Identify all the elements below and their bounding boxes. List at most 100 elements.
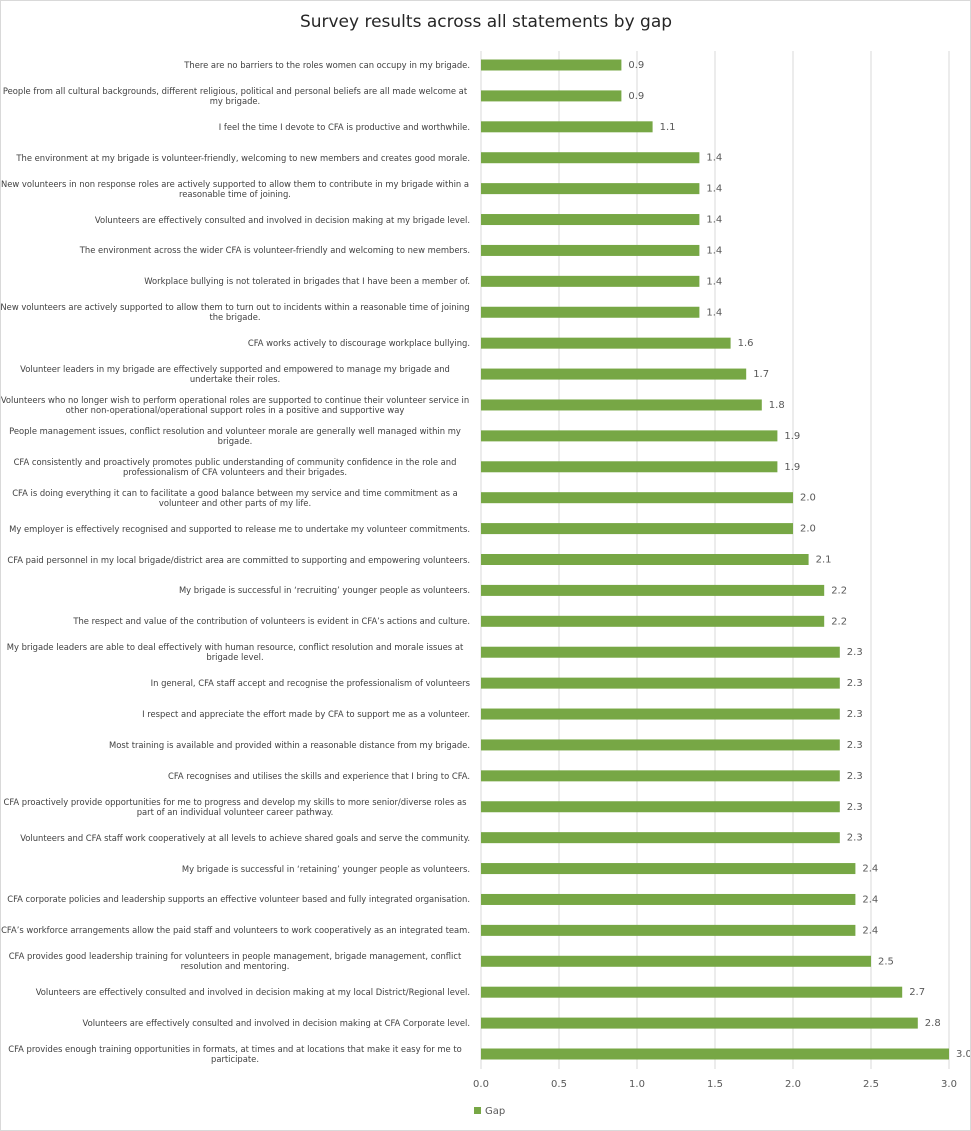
bar bbox=[481, 646, 840, 658]
y-tick-label: The environment at my brigade is volunte… bbox=[16, 152, 470, 163]
x-tick-label: 2.0 bbox=[785, 1079, 801, 1090]
value-label: 2.3 bbox=[847, 709, 863, 720]
y-tick-label-box: Volunteers are effectively consulted and… bbox=[1, 215, 470, 225]
bar bbox=[481, 739, 840, 751]
bar bbox=[481, 430, 778, 442]
y-tick-label: Volunteers are effectively consulted and… bbox=[82, 1018, 470, 1029]
y-tick-label-box: Workplace bullying is not tolerated in b… bbox=[1, 276, 470, 287]
value-label: 2.2 bbox=[831, 585, 847, 596]
y-tick-label: People from all cultural backgrounds, di… bbox=[2, 85, 468, 106]
bar bbox=[481, 306, 700, 318]
y-tick-label-box: People from all cultural backgrounds, di… bbox=[1, 85, 470, 106]
y-tick-label: People management issues, conflict resol… bbox=[9, 425, 461, 446]
value-label: 0.9 bbox=[628, 60, 644, 71]
value-label: 2.3 bbox=[847, 771, 863, 782]
y-tick-label-box: CFA corporate policies and leadership su… bbox=[1, 894, 470, 905]
bar bbox=[481, 90, 622, 102]
y-tick-label-box: I feel the time I devote to CFA is produ… bbox=[1, 121, 470, 132]
x-tick-label: 1.0 bbox=[629, 1079, 645, 1090]
chart-title: Survey results across all statements by … bbox=[300, 12, 672, 32]
y-tick-label-box: New volunteers in non response roles are… bbox=[0, 178, 470, 199]
y-tick-label-box: My employer is effectively recognised an… bbox=[1, 524, 470, 534]
y-tick-label: Workplace bullying is not tolerated in b… bbox=[144, 276, 470, 287]
x-tick-label: 2.5 bbox=[863, 1079, 879, 1090]
y-tick-label-box: CFA provides enough training opportuniti… bbox=[1, 1044, 470, 1064]
value-label: 1.4 bbox=[706, 153, 722, 164]
bar bbox=[481, 986, 903, 998]
y-tick-label-box: I respect and appreciate the effort made… bbox=[1, 709, 470, 719]
y-tick-label: Volunteers who no longer wish to perform… bbox=[0, 394, 470, 415]
y-tick-label: The respect and value of the contributio… bbox=[73, 616, 470, 627]
bar bbox=[481, 924, 856, 936]
y-tick-label: My brigade is successful in ‘recruiting’… bbox=[178, 585, 470, 596]
y-tick-label-box: CFA provides good leadership training fo… bbox=[1, 951, 470, 972]
y-tick-label: CFA corporate policies and leadership su… bbox=[7, 894, 470, 905]
y-tick-label: CFA consistently and proactively promote… bbox=[13, 456, 457, 477]
y-tick-label: CFA provides good leadership training fo… bbox=[8, 951, 462, 972]
y-tick-label-box: CFA’s workforce arrangements allow the p… bbox=[1, 925, 470, 935]
bar bbox=[481, 183, 700, 195]
y-tick-label-box: CFA recognises and utilises the skills a… bbox=[1, 770, 470, 781]
y-tick-label-box: Most training is available and provided … bbox=[1, 740, 470, 750]
value-label: 2.3 bbox=[847, 802, 863, 813]
y-tick-label: CFA provides enough training opportuniti… bbox=[8, 1044, 462, 1064]
y-tick-label-box: My brigade leaders are able to deal effe… bbox=[1, 642, 470, 663]
bar bbox=[481, 801, 840, 813]
bar bbox=[481, 121, 653, 133]
value-label: 1.6 bbox=[738, 338, 754, 349]
value-label: 2.7 bbox=[909, 987, 925, 998]
y-tick-label-box: My brigade is successful in ‘recruiting’… bbox=[1, 585, 470, 596]
bar bbox=[481, 337, 731, 349]
value-label: 1.4 bbox=[706, 184, 722, 195]
y-tick-label-box: The environment at my brigade is volunte… bbox=[1, 152, 470, 163]
y-tick-label: CFA recognises and utilises the skills a… bbox=[168, 770, 470, 781]
bar bbox=[481, 275, 700, 287]
y-tick-label-box: People management issues, conflict resol… bbox=[1, 425, 470, 446]
value-label: 2.8 bbox=[925, 1018, 941, 1029]
y-tick-label-box: In general, CFA staff accept and recogni… bbox=[1, 678, 470, 688]
value-label: 2.1 bbox=[816, 555, 832, 566]
x-tick-label: 3.0 bbox=[941, 1079, 957, 1090]
bar bbox=[481, 1017, 918, 1029]
y-tick-label: CFA works actively to discourage workpla… bbox=[247, 338, 470, 349]
y-tick-label-box: There are no barriers to the roles women… bbox=[1, 60, 470, 70]
value-label: 3.0 bbox=[956, 1049, 971, 1060]
y-tick-label-box: New volunteers are actively supported to… bbox=[1, 302, 470, 322]
y-tick-label: I feel the time I devote to CFA is produ… bbox=[218, 121, 470, 132]
y-tick-label-box: My brigade is successful in ‘retaining’ … bbox=[1, 863, 470, 874]
value-label: 2.0 bbox=[800, 524, 816, 535]
bar bbox=[481, 832, 840, 844]
y-tick-label: My brigade is successful in ‘retaining’ … bbox=[181, 863, 470, 874]
bar bbox=[481, 615, 825, 627]
bar bbox=[481, 59, 622, 71]
value-label: 1.7 bbox=[753, 369, 769, 380]
value-label: 2.4 bbox=[862, 864, 878, 875]
value-label: 2.3 bbox=[847, 833, 863, 844]
bar bbox=[481, 523, 793, 535]
x-tick-label: 0.0 bbox=[473, 1079, 489, 1090]
bar bbox=[481, 399, 762, 411]
x-tick-label: 0.5 bbox=[551, 1079, 567, 1090]
y-tick-label-box: Volunteers who no longer wish to perform… bbox=[0, 394, 470, 415]
y-tick-label-box: CFA consistently and proactively promote… bbox=[1, 456, 470, 477]
bar bbox=[481, 863, 856, 875]
y-tick-label-box: CFA works actively to discourage workpla… bbox=[1, 338, 470, 349]
y-tick-label-box: Volunteers are effectively consulted and… bbox=[1, 1018, 470, 1029]
bar bbox=[481, 461, 778, 473]
y-tick-label: Volunteers and CFA staff work cooperativ… bbox=[20, 832, 470, 843]
bar bbox=[481, 554, 809, 565]
y-tick-label-box: Volunteers are effectively consulted and… bbox=[1, 987, 470, 997]
y-tick-label: There are no barriers to the roles women… bbox=[184, 60, 470, 70]
bar bbox=[481, 492, 793, 504]
y-tick-label: CFA paid personnel in my local brigade/d… bbox=[7, 554, 470, 565]
y-tick-label: My brigade leaders are able to deal effe… bbox=[6, 642, 464, 663]
value-label: 1.1 bbox=[660, 122, 676, 133]
y-tick-label: New volunteers in non response roles are… bbox=[0, 178, 470, 199]
value-label: 1.9 bbox=[784, 431, 800, 442]
x-tick-label: 1.5 bbox=[707, 1079, 723, 1090]
bar bbox=[481, 244, 700, 256]
bar bbox=[481, 214, 700, 226]
value-label: 2.2 bbox=[831, 616, 847, 627]
value-label: 2.3 bbox=[847, 740, 863, 751]
